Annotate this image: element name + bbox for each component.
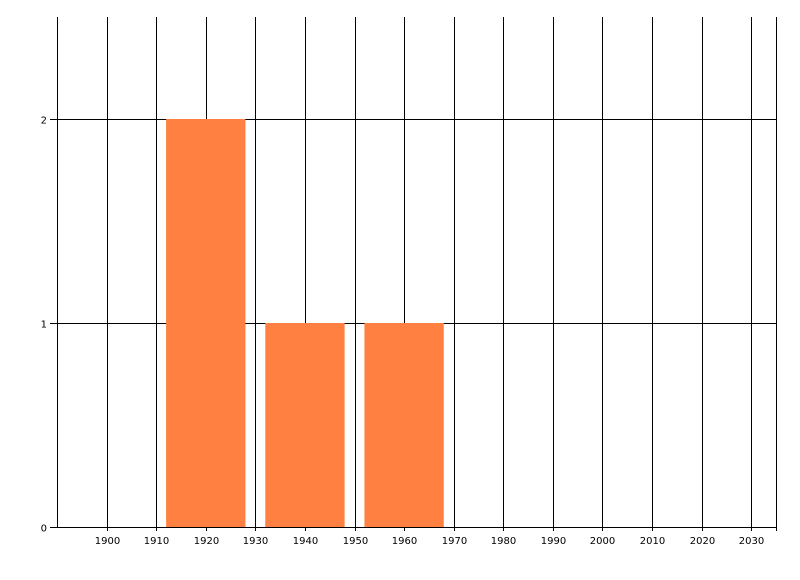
bar bbox=[364, 323, 444, 527]
x-tick-label: 1980 bbox=[491, 536, 516, 547]
bar bbox=[166, 119, 246, 527]
bar bbox=[265, 323, 345, 527]
y-tick-label: 1 bbox=[41, 320, 47, 331]
x-tick-label: 1920 bbox=[194, 536, 219, 547]
bars bbox=[166, 119, 444, 527]
x-tick-label: 1990 bbox=[541, 536, 566, 547]
x-tick-label: 2010 bbox=[640, 536, 665, 547]
x-tick-label: 1940 bbox=[293, 536, 318, 547]
x-tick-label: 2030 bbox=[739, 536, 764, 547]
y-tick-label: 0 bbox=[41, 524, 47, 535]
axes: 1900 1910 1920 1930 1940 1950 1960 1970 1980 1990… bbox=[41, 17, 777, 547]
x-tick-label: 1960 bbox=[392, 536, 417, 547]
grid-lines bbox=[50, 17, 776, 531]
x-tick-label: 1950 bbox=[343, 536, 368, 547]
x-tick-label: 1900 bbox=[95, 536, 120, 547]
x-tick-label: 2020 bbox=[690, 536, 715, 547]
x-tick-label: 1910 bbox=[144, 536, 169, 547]
x-tick-label: 1970 bbox=[442, 536, 467, 547]
x-tick-label: 1930 bbox=[243, 536, 268, 547]
y-tick-label: 2 bbox=[41, 116, 47, 127]
x-tick-label: 2000 bbox=[590, 536, 615, 547]
